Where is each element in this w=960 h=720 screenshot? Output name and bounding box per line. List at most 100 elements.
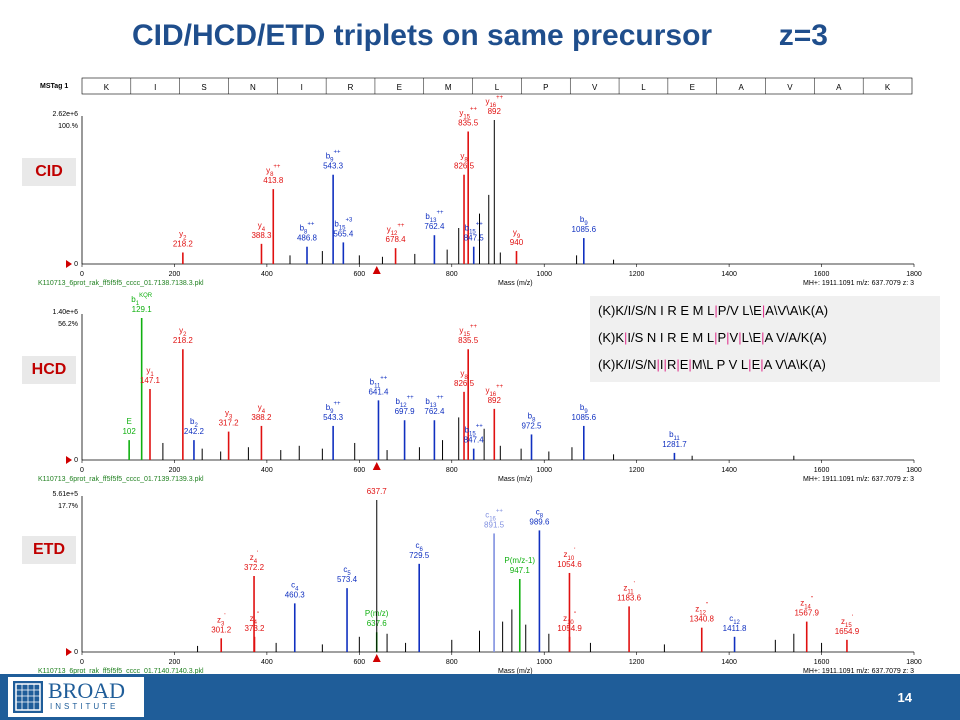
x-tick-label: 1400: [721, 659, 737, 666]
peak-mz-label: 218.2: [173, 239, 194, 248]
peak-ion-label: y2: [179, 229, 187, 241]
peak-ion-label: y4: [258, 403, 266, 415]
peak-mz-label: 826.5: [454, 379, 475, 388]
intensity-max-label: 2.62e+6: [53, 111, 79, 118]
peak-mz-label: 242.2: [184, 427, 205, 436]
coverage-segment: /S: [631, 303, 644, 318]
peak-mz-label: 835.5: [458, 336, 479, 345]
peak-ion-label: c4: [291, 580, 299, 592]
coverage-line-hcd: (K)K|I/S N I R E M L|P|V|L\E|A V/A/K(A): [598, 330, 827, 350]
precursor-arrow-icon: [66, 456, 72, 464]
coverage-segment: (K)K: [598, 303, 624, 318]
logo-name: BROAD: [48, 678, 126, 703]
peak-ion-label: z11': [623, 581, 634, 595]
peak-mz-label: 1054.6: [557, 560, 582, 569]
peak-ion-label: b13++: [425, 210, 444, 224]
peak-ion-label: E: [126, 417, 131, 426]
peak-mz-label: 372.2: [244, 563, 265, 572]
peak-mz-label: 388.3: [251, 231, 272, 240]
coverage-segment: |P: [714, 303, 727, 318]
x-tick-label: 0: [80, 467, 84, 474]
coverage-segment: /S N I R E M L: [631, 330, 715, 345]
peak-mz-label: 891.5: [484, 520, 505, 529]
peak-ion-label: b1KQR: [131, 293, 152, 307]
coverage-segment: (K)K: [598, 330, 624, 345]
peak-ion-label: z4'': [250, 612, 260, 626]
precursor-arrow-icon: [66, 260, 72, 268]
sequence-residue: S: [201, 83, 206, 92]
peak-mz-label: 637.7: [367, 487, 388, 496]
coverage-line-cid: (K)K/I/S/N I R E M L|P/V L\E|A\V\A\K(A): [598, 303, 828, 323]
intensity-max-label: 5.61e+5: [53, 491, 79, 498]
sequence-residue: E: [690, 83, 695, 92]
x-tick-label: 1400: [721, 467, 737, 474]
sequence-residue: I: [154, 83, 156, 92]
intensity-percent-label: 17.7%: [58, 503, 78, 510]
peak-mz-label: 989.6: [529, 517, 550, 526]
x-tick-label: 1800: [906, 271, 922, 278]
peak-mz-label: 102: [122, 427, 136, 436]
peak-ion-label: c5: [343, 565, 351, 577]
x-tick-label: 1000: [536, 659, 552, 666]
peak-ion-label: y8++: [266, 164, 281, 178]
peak-mz-label: 373.2: [244, 624, 265, 633]
peak-ion-label: b9++: [326, 150, 341, 164]
coverage-segment: /V L: [726, 303, 750, 318]
peak-ion-label: y16++: [485, 384, 503, 398]
x-axis-title: Mass (m/z): [498, 280, 533, 287]
peak-ion-label: b8++: [300, 222, 315, 236]
precursor-arrow-icon: [66, 648, 72, 656]
page-number: 14: [897, 690, 912, 705]
coverage-segment: \V: [773, 303, 787, 318]
precursor-mz-marker-icon: [372, 654, 381, 662]
intensity-zero-label: 0: [74, 649, 78, 656]
x-tick-label: 1200: [629, 271, 645, 278]
coverage-segment: /N I R E M L: [643, 303, 715, 318]
peak-mz-label: 762.4: [424, 407, 445, 416]
precursor-mz-marker-icon: [372, 266, 381, 274]
hcd-panel-label: HCD: [22, 356, 76, 384]
peak-ion-label: c8: [536, 507, 544, 519]
sequence-residue: E: [397, 83, 402, 92]
coverage-segment: |E: [676, 357, 689, 372]
x-axis-title: Mass (m/z): [498, 668, 533, 674]
slide-title: CID/HCD/ETD triplets on same precursor z…: [131, 19, 828, 52]
sequence-header-label: MSTag 1: [40, 83, 68, 90]
coverage-segment: /A: [784, 330, 798, 345]
peak-mz-label: 697.9: [395, 407, 416, 416]
peak-mz-label: 892: [488, 107, 502, 116]
peak-ion-label: b11++: [370, 375, 388, 389]
x-tick-label: 800: [446, 659, 458, 666]
coverage-segment: (K)K: [598, 357, 624, 372]
spectrum-filename: K110713_6prot_rak_ff5f5f5_cccc_01.7138.7…: [38, 280, 204, 287]
etd-panel-label: ETD: [22, 536, 76, 564]
peak-ion-label: b13++: [425, 395, 444, 409]
spectrum-cid: 2.62e+6 100.% 00 200 400 600 800 1000 1200 1400 16…: [38, 95, 922, 287]
coverage-segment: |M: [688, 357, 703, 372]
coverage-segment: \K(A): [796, 357, 826, 372]
peak-mz-label: 301.2: [211, 625, 232, 634]
fragment-coverage-box: (K)K/I/S/N I R E M L|P/V L\E|A\V\A\K(A) …: [590, 296, 940, 382]
peak-ion-label: c12: [729, 614, 740, 626]
x-tick-label: 1600: [814, 271, 830, 278]
cid-panel-label: CID: [22, 158, 76, 186]
x-tick-label: 1600: [814, 659, 830, 666]
coverage-segment: /N: [643, 357, 657, 372]
coverage-segment: /K(A): [797, 330, 827, 345]
peak-ion-label: b2: [190, 417, 198, 429]
sequence-residue: L: [641, 83, 646, 92]
peak-ion-label: z4': [250, 551, 259, 565]
peak-ion-label: z3': [217, 613, 226, 627]
peak-ion-label: y9: [513, 228, 521, 240]
sequence-residue: L: [495, 83, 500, 92]
coverage-segment: |V: [726, 330, 739, 345]
x-tick-label: 1200: [629, 659, 645, 666]
peak-mz-label: 1567.9: [794, 609, 819, 618]
peak-ion-label: z10': [564, 548, 576, 562]
x-tick-label: 600: [353, 271, 365, 278]
intensity-zero-label: 0: [74, 261, 78, 268]
peak-mz-label: 543.3: [323, 413, 344, 422]
precursor-mz-marker-icon: [372, 462, 381, 470]
peak-ion-label: z10'': [563, 612, 576, 626]
